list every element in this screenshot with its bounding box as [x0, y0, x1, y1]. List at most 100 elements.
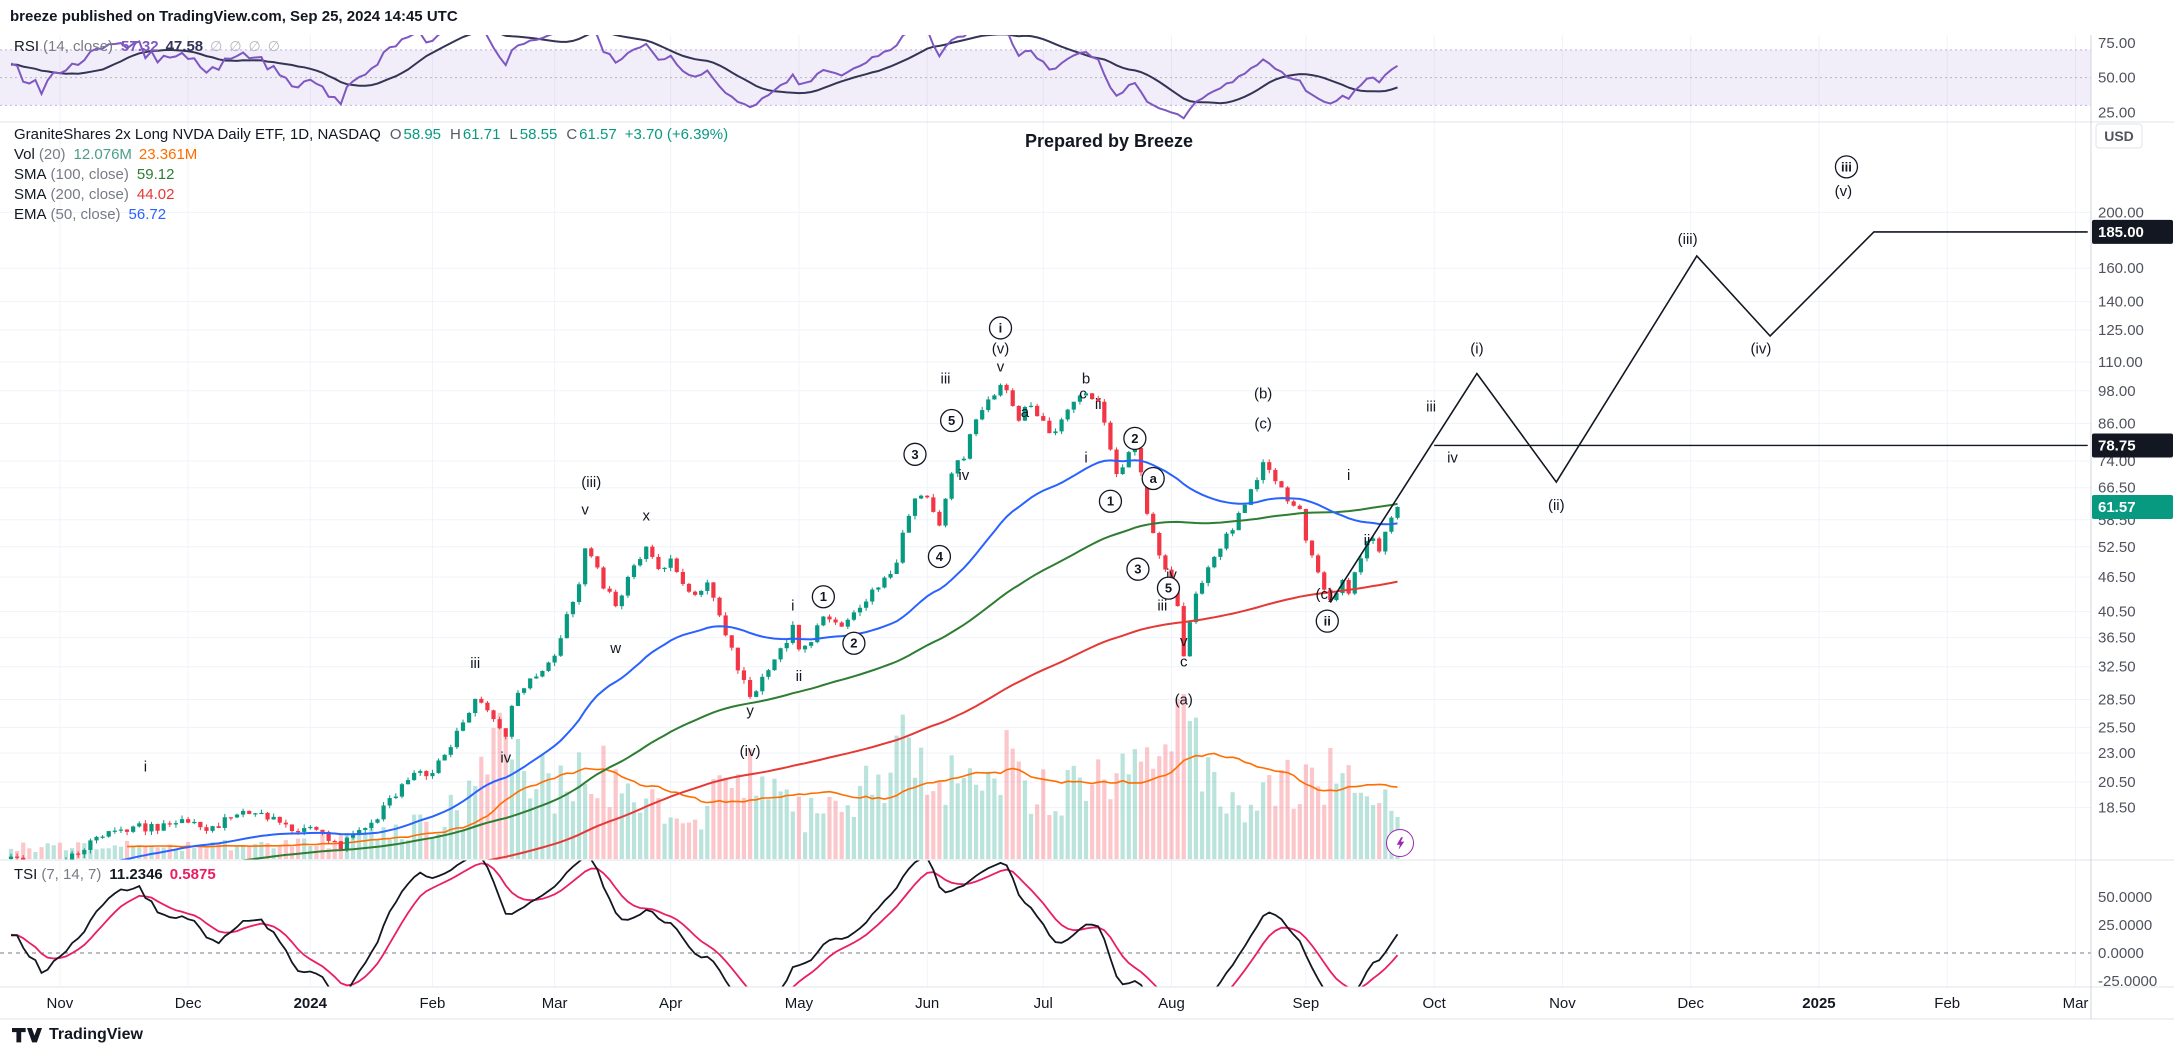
tsi-legend-params: (7, 14, 7) — [41, 866, 102, 883]
elliott-circled-label — [1156, 576, 1181, 600]
time-axis-label: Jun — [915, 995, 939, 1012]
sma200-legend-params: (200, close) — [50, 186, 129, 203]
volume-legend[interactable]: Vol (20) 12.076M 23.361M — [14, 146, 197, 163]
elliott-label-text: 1 — [820, 589, 827, 604]
price-tag-text: 185.00 — [2098, 224, 2144, 241]
elliott-label-text: iii — [1426, 399, 1436, 416]
tsi-axis-label: -25.0000 — [2098, 973, 2157, 990]
tradingview-brand-link[interactable]: TradingView — [12, 1026, 143, 1044]
sma100-legend[interactable]: SMA (100, close) 59.12 — [14, 166, 174, 183]
elliott-label-text: ii — [1364, 532, 1371, 549]
tsi-plot — [0, 860, 2091, 987]
volume-ma-value: 23.361M — [138, 146, 198, 163]
gridlines — [0, 35, 2091, 987]
symbol-legend[interactable]: GraniteShares 2x Long NVDA Daily ETF, 1D… — [14, 126, 728, 143]
price-axis-label: 25.50 — [2098, 719, 2136, 736]
elliott-projection-drawing[interactable] — [1329, 231, 2088, 604]
price-axis-label: 86.00 — [2098, 415, 2136, 432]
elliott-label-text: y — [746, 702, 754, 719]
price-axis-label: 52.50 — [2098, 539, 2136, 556]
time-axis-label: 2024 — [294, 995, 328, 1012]
elliott-label-text: iv — [958, 467, 969, 484]
time-axis-label: Sep — [1293, 995, 1320, 1012]
sma200-legend[interactable]: SMA (200, close) 44.02 — [14, 186, 174, 203]
elliott-label-text: b — [1082, 370, 1090, 387]
elliott-label-text: (v) — [992, 341, 1010, 358]
elliott-label-text: iv — [500, 750, 511, 767]
currency-label: USD — [2104, 128, 2134, 144]
price-axis-label: 46.50 — [2098, 569, 2136, 586]
moving-averages-layer — [117, 459, 1398, 860]
elliott-label-text: (iv) — [740, 743, 761, 760]
price-axis-label: 20.50 — [2098, 774, 2136, 791]
sma100-line — [238, 502, 1398, 860]
tradingview-brand-text: TradingView — [49, 1026, 143, 1043]
elliott-label-text: 5 — [1165, 581, 1172, 596]
tsi-value: 11.2346 — [109, 866, 163, 883]
projection-path — [1329, 231, 2088, 604]
tsi-axis-label: 50.0000 — [2098, 889, 2152, 906]
ohlc-open-value: 58.95 — [403, 126, 442, 143]
price-axis-label: 125.00 — [2098, 322, 2144, 339]
ema50-line — [117, 459, 1398, 860]
price-axis-label: 140.00 — [2098, 294, 2144, 311]
sma100-legend-params: (100, close) — [50, 166, 129, 183]
elliott-label-text: (iii) — [581, 474, 601, 491]
time-axis-label: Jul — [1034, 995, 1053, 1012]
currency-chip — [2095, 123, 2143, 149]
instant-trading-button[interactable] — [1386, 829, 1414, 857]
sma200-value: 44.02 — [136, 186, 175, 203]
rsi-legend-title: RSI — [14, 38, 40, 55]
elliott-label-text: i — [999, 320, 1003, 335]
price-axis-label: 23.00 — [2098, 745, 2136, 762]
tsi-legend[interactable]: TSI (7, 14, 7) 11.2346 0.5875 — [14, 866, 216, 883]
elliott-circled-label — [927, 544, 952, 569]
elliott-circled-label — [1315, 609, 1339, 633]
elliott-label-text: (b) — [1254, 385, 1272, 402]
price-axis-label: 160.00 — [2098, 260, 2144, 277]
rsi-legend[interactable]: RSI (14, close) 57.32 47.58 ∅ ∅ ∅ ∅ — [14, 38, 280, 55]
elliott-label-text: iii — [470, 655, 480, 672]
elliott-label-text: i — [791, 598, 794, 615]
ohlc-open-label: O — [389, 126, 402, 143]
elliott-label-text: 3 — [911, 447, 918, 462]
time-axis-label: May — [785, 995, 814, 1012]
tradingview-logo-icon — [12, 1027, 42, 1042]
elliott-label-text: v — [997, 358, 1005, 375]
ema50-legend[interactable]: EMA (50, close) 56.72 — [14, 206, 166, 223]
elliott-label-text: (c) — [1254, 415, 1272, 432]
volume-legend-title: Vol — [14, 146, 35, 163]
elliott-circled-label — [1141, 466, 1165, 491]
time-axis-label: Nov — [47, 995, 74, 1012]
time-axis-label: Apr — [659, 995, 682, 1012]
time-axis-label: Mar — [2063, 995, 2089, 1012]
ohlc-high-value: 61.71 — [462, 126, 501, 143]
sma100-legend-title: SMA — [14, 166, 47, 183]
elliott-label-text: a — [1021, 404, 1030, 421]
elliott-label-text: 4 — [936, 549, 944, 564]
sma100-value: 59.12 — [136, 166, 175, 183]
price-axis-label: 36.50 — [2098, 630, 2136, 647]
candles-layer — [8, 383, 1400, 860]
sma200-line — [485, 580, 1398, 860]
price-tag — [2092, 219, 2173, 244]
price-axis[interactable]: USD 200.00 160.00 140.00 125.00 110.00 98.00 86… — [2092, 35, 2173, 990]
elliott-label-text: iii — [1841, 159, 1852, 174]
time-axis[interactable]: Nov Dec 2024 Feb Mar Apr May Jun Jul Aug Sep Oct Nov… — [47, 995, 2089, 1012]
price-axis-label: 66.50 — [2098, 480, 2136, 497]
elliott-labels[interactable]: iiiiivv(iii)wxy(iv)iii12345iiiivv(v)iabc… — [144, 155, 1859, 776]
sma200-legend-title: SMA — [14, 186, 47, 203]
volume-layer — [8, 694, 1400, 859]
elliott-label-text: (iv) — [1751, 341, 1772, 358]
elliott-label-text: v — [1180, 633, 1188, 650]
price-axis-label: 98.00 — [2098, 383, 2136, 400]
lightning-bolt-icon — [1396, 836, 1404, 850]
elliott-label-text: iii — [1157, 598, 1167, 615]
elliott-label-text: c — [1079, 385, 1087, 402]
ohlc-close-label: C — [566, 126, 578, 143]
time-axis-label: Feb — [1934, 995, 1960, 1012]
rsi-disabled-plot-icon: ∅ — [248, 38, 261, 54]
price-axis-label: 28.50 — [2098, 692, 2136, 709]
